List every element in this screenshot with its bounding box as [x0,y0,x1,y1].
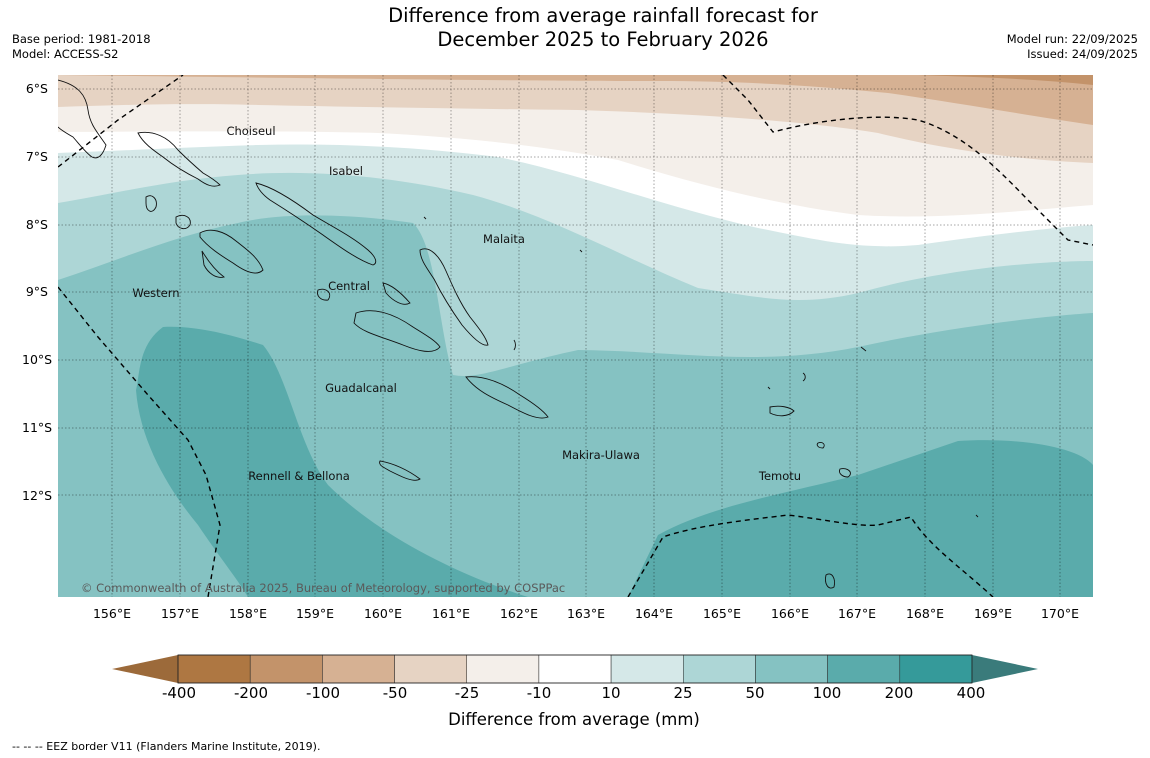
isabel-coast [255,182,377,266]
eez-legend-note: -- -- -- EEZ border V11 (Flanders Marine… [12,740,321,753]
colorbar-segments [177,654,973,684]
colorbar-segment [610,654,684,684]
lon-label-161e: 161°E [431,606,470,621]
lat-label-9s: 9°S [25,284,48,299]
region-label-isabel: Isabel [329,164,363,178]
region-label-makira: Makira-Ulawa [562,448,640,462]
issued-date: Issued: 24/09/2025 [1027,47,1138,61]
region-label-rennell: Rennell & Bellona [248,469,350,483]
coastlines [58,79,979,589]
colorbar-segment [755,654,828,684]
cb-tick-100: 100 [812,684,842,702]
makira-coast [465,376,549,419]
cb-tick-neg25: -25 [454,684,480,702]
lat-label-11s: 11°S [22,420,53,435]
band-neg200-neg100 [168,75,1093,85]
lon-label-163e: 163°E [566,606,605,621]
cb-tick-neg200: -200 [233,684,269,702]
lon-label-169e: 169°E [973,606,1012,621]
base-period: Base period: 1981-2018 [12,32,151,46]
band-neg100-neg50 [58,75,1093,125]
lat-label-7s: 7°S [25,149,48,164]
title-line-2: December 2025 to February 2026 [437,28,769,51]
cb-tick-25: 25 [673,684,693,702]
lon-label-168e: 168°E [905,606,944,621]
colorbar-under-arrow [112,655,178,683]
colorbar-over-arrow [972,655,1038,683]
rennell-coast [379,460,421,481]
lat-label-8s: 8°S [25,217,48,232]
rainfall-map: Choiseul Isabel Malaita Western Central … [58,75,1093,597]
colorbar-segment [827,654,901,684]
chart-title: Difference from average rainfall forecas… [300,4,906,52]
title-line-1: Difference from average rainfall forecas… [388,4,818,27]
colorbar-segment [249,654,323,684]
malaita-coast [419,248,489,346]
region-label-central: Central [328,279,370,293]
colorbar-segment [899,654,973,684]
graticule [58,75,1093,597]
small-islets [423,216,979,518]
region-label-temotu: Temotu [758,469,801,483]
lon-label-159e: 159°E [295,606,334,621]
region-label-malaita: Malaita [483,232,525,246]
lat-label-6s: 6°S [25,81,48,96]
bougainville-coast [58,79,107,159]
cb-tick-neg50: -50 [382,684,408,702]
colorbar-segment [177,654,251,684]
lon-label-162e: 162°E [499,606,538,621]
colorbar-segment [683,654,756,684]
new-georgia-coast [175,214,264,274]
guadalcanal-coast [353,310,441,352]
colorbar-segment [538,654,612,684]
cb-tick-neg10: -10 [526,684,552,702]
lon-label-165e: 165°E [702,606,741,621]
lon-label-156e: 156°E [92,606,131,621]
cb-tick-neg100: -100 [305,684,341,702]
western-coast [145,195,226,278]
russell-coast [317,288,331,301]
lon-label-157e: 157°E [160,606,199,621]
florida-coast [382,282,411,305]
cb-tick-10: 10 [601,684,621,702]
lon-label-160e: 160°E [363,606,402,621]
run-info: Model run: 22/09/2025 Issued: 24/09/2025 [1007,32,1138,62]
model-info: Base period: 1981-2018 Model: ACCESS-S2 [12,32,151,62]
lat-label-12s: 12°S [22,488,53,503]
cb-tick-400: 400 [956,684,986,702]
region-label-western: Western [132,286,179,300]
lat-label-10s: 10°S [22,352,53,367]
lon-label-167e: 167°E [837,606,876,621]
lon-label-164e: 164°E [634,606,673,621]
eez-border [58,75,1093,597]
colorbar-title: Difference from average (mm) [448,710,700,729]
colorbar-segment [322,654,395,684]
cb-tick-neg400: -400 [161,684,197,702]
lon-label-166e: 166°E [770,606,809,621]
lon-label-158e: 158°E [228,606,267,621]
cb-tick-50: 50 [745,684,765,702]
model-run-date: Model run: 22/09/2025 [1006,32,1138,46]
lon-label-170e: 170°E [1040,606,1079,621]
colorbar [112,654,1038,684]
colorbar-segment [394,654,467,684]
choiseul-coast [137,131,221,187]
vanikoro-coast [825,573,835,589]
colorbar-segment [466,654,540,684]
copyright-notice: © Commonwealth of Australia 2025, Bureau… [81,581,565,595]
model-name: Model: ACCESS-S2 [12,47,119,61]
santa-cruz-coast [769,405,851,478]
region-label-choiseul: Choiseul [226,124,275,138]
cb-tick-200: 200 [884,684,914,702]
band-neg50-neg25 [58,75,1093,163]
region-label-guadalcanal: Guadalcanal [325,381,397,395]
